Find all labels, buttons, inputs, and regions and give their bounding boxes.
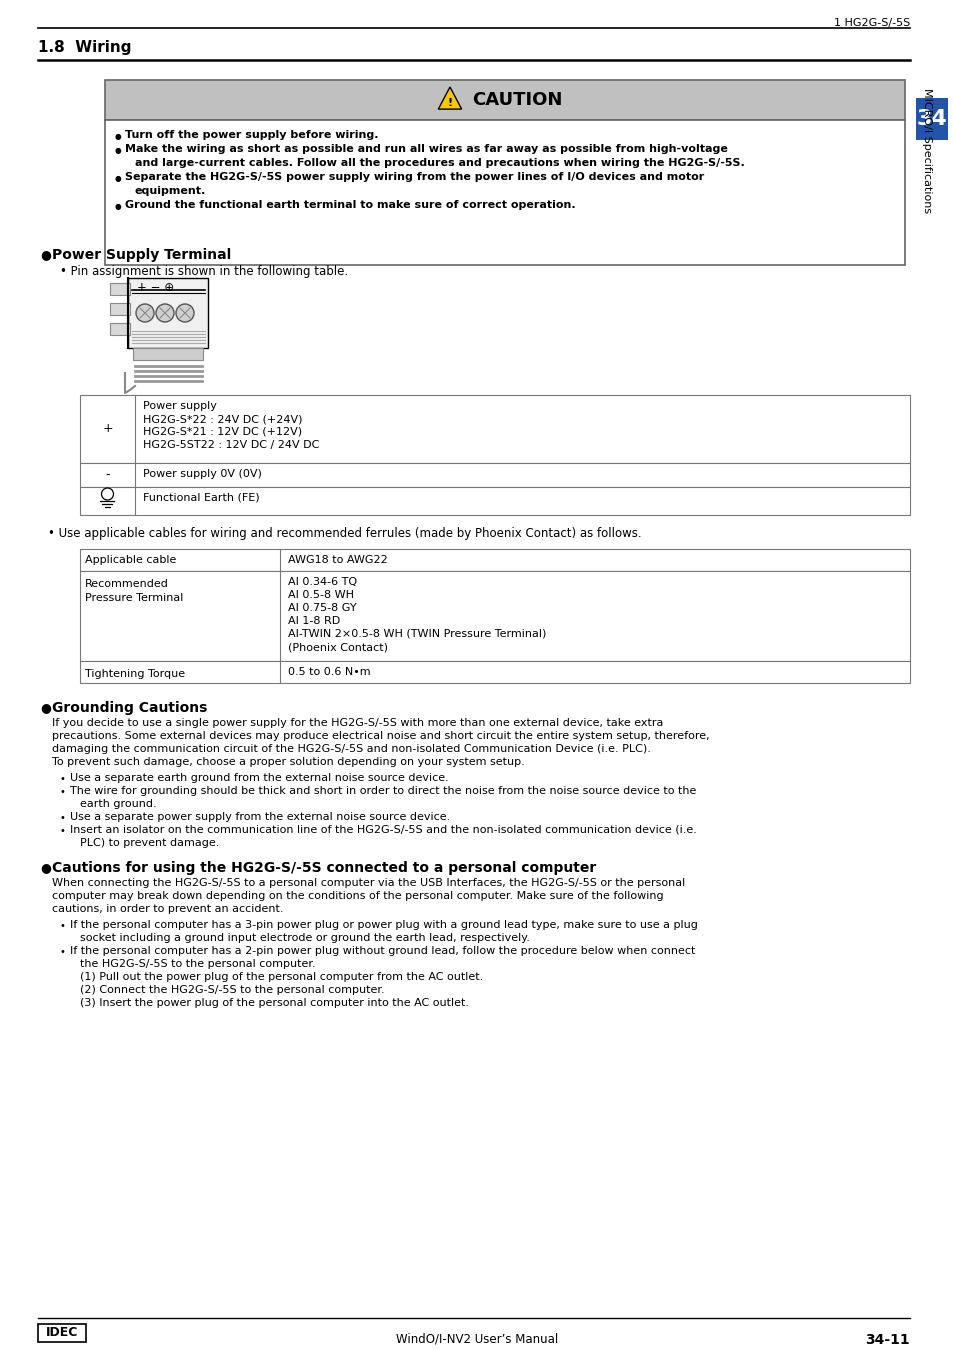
Text: earth ground.: earth ground. xyxy=(80,799,156,809)
Text: Power supply 0V (0V): Power supply 0V (0V) xyxy=(143,468,262,479)
Text: equipment.: equipment. xyxy=(135,186,206,196)
Text: AI 1-8 RD: AI 1-8 RD xyxy=(288,616,340,626)
Bar xyxy=(915,99,947,140)
Bar xyxy=(80,662,909,683)
Circle shape xyxy=(156,304,173,323)
Polygon shape xyxy=(437,86,461,109)
Text: Tightening Torque: Tightening Torque xyxy=(85,670,185,679)
Bar xyxy=(80,396,909,463)
Text: (1) Pull out the power plug of the personal computer from the AC outlet.: (1) Pull out the power plug of the perso… xyxy=(80,972,483,981)
Text: Power Supply Terminal: Power Supply Terminal xyxy=(52,248,231,262)
Text: + − ⊕: + − ⊕ xyxy=(137,281,174,294)
Text: Grounding Cautions: Grounding Cautions xyxy=(52,701,207,716)
Text: WindO/I-NV2 User’s Manual: WindO/I-NV2 User’s Manual xyxy=(395,1332,558,1346)
Text: the HG2G-S/-5S to the personal computer.: the HG2G-S/-5S to the personal computer. xyxy=(80,958,315,969)
Bar xyxy=(110,323,130,335)
Text: MICRO/I Specifications: MICRO/I Specifications xyxy=(921,89,931,213)
Text: (2) Connect the HG2G-S/-5S to the personal computer.: (2) Connect the HG2G-S/-5S to the person… xyxy=(80,986,384,995)
Bar xyxy=(80,463,909,487)
Text: ●: ● xyxy=(115,202,121,211)
Text: damaging the communication circuit of the HG2G-S/-5S and non-isolated Communicat: damaging the communication circuit of th… xyxy=(52,744,650,755)
Bar xyxy=(110,302,130,315)
Text: If you decide to use a single power supply for the HG2G-S/-5S with more than one: If you decide to use a single power supp… xyxy=(52,718,662,728)
Text: AWG18 to AWG22: AWG18 to AWG22 xyxy=(288,555,387,566)
Bar xyxy=(80,571,909,662)
Text: AI 0.5-8 WH: AI 0.5-8 WH xyxy=(288,590,354,599)
Text: •: • xyxy=(60,826,66,836)
Text: ●: ● xyxy=(115,146,121,155)
Bar xyxy=(80,549,909,571)
Text: Ground the functional earth terminal to make sure of correct operation.: Ground the functional earth terminal to … xyxy=(125,200,575,211)
Text: • Use applicable cables for wiring and recommended ferrules (made by Phoenix Con: • Use applicable cables for wiring and r… xyxy=(48,526,641,540)
Text: Make the wiring as short as possible and run all wires as far away as possible f: Make the wiring as short as possible and… xyxy=(125,144,727,154)
Text: -: - xyxy=(105,468,110,482)
Text: cautions, in order to prevent an accident.: cautions, in order to prevent an acciden… xyxy=(52,904,283,914)
Text: Applicable cable: Applicable cable xyxy=(85,555,176,566)
Text: HG2G-S*22 : 24V DC (+24V): HG2G-S*22 : 24V DC (+24V) xyxy=(143,414,302,424)
Text: •: • xyxy=(60,813,66,823)
Bar xyxy=(105,80,904,120)
Text: Recommended: Recommended xyxy=(85,579,169,589)
Bar xyxy=(128,278,208,348)
Text: If the personal computer has a 3-pin power plug or power plug with a ground lead: If the personal computer has a 3-pin pow… xyxy=(70,919,698,930)
Text: •: • xyxy=(60,946,66,957)
Text: •: • xyxy=(60,921,66,931)
Text: ●: ● xyxy=(40,701,51,714)
Text: computer may break down depending on the conditions of the personal computer. Ma: computer may break down depending on the… xyxy=(52,891,663,900)
Text: AI 0.34-6 TQ: AI 0.34-6 TQ xyxy=(288,576,356,587)
Text: HG2G-5ST22 : 12V DC / 24V DC: HG2G-5ST22 : 12V DC / 24V DC xyxy=(143,440,319,450)
Text: AI 0.75-8 GY: AI 0.75-8 GY xyxy=(288,603,356,613)
Bar xyxy=(132,348,203,360)
Text: and large-current cables. Follow all the procedures and precautions when wiring : and large-current cables. Follow all the… xyxy=(135,158,744,167)
Text: 1 HG2G-S/-5S: 1 HG2G-S/-5S xyxy=(833,18,909,28)
Text: The wire for grounding should be thick and short in order to direct the noise fr: The wire for grounding should be thick a… xyxy=(70,786,696,796)
Text: Insert an isolator on the communication line of the HG2G-S/-5S and the non-isola: Insert an isolator on the communication … xyxy=(70,825,696,836)
Text: 34: 34 xyxy=(916,109,946,130)
Text: Use a separate power supply from the external noise source device.: Use a separate power supply from the ext… xyxy=(70,811,450,822)
Text: 1.8  Wiring: 1.8 Wiring xyxy=(38,40,132,55)
Text: (3) Insert the power plug of the personal computer into the AC outlet.: (3) Insert the power plug of the persona… xyxy=(80,998,469,1008)
Text: To prevent such damage, choose a proper solution depending on your system setup.: To prevent such damage, choose a proper … xyxy=(52,757,524,767)
Text: ●: ● xyxy=(115,174,121,184)
Text: Turn off the power supply before wiring.: Turn off the power supply before wiring. xyxy=(125,130,378,140)
Bar xyxy=(80,487,909,514)
Text: •: • xyxy=(60,774,66,784)
Text: ●: ● xyxy=(115,132,121,140)
Text: Power supply: Power supply xyxy=(143,401,216,410)
Text: !: ! xyxy=(447,99,452,108)
Text: AI-TWIN 2×0.5-8 WH (TWIN Pressure Terminal): AI-TWIN 2×0.5-8 WH (TWIN Pressure Termin… xyxy=(288,629,546,639)
Circle shape xyxy=(136,304,153,323)
Text: Cautions for using the HG2G-S/-5S connected to a personal computer: Cautions for using the HG2G-S/-5S connec… xyxy=(52,861,596,875)
Bar xyxy=(105,120,904,265)
Text: • Pin assignment is shown in the following table.: • Pin assignment is shown in the followi… xyxy=(60,265,348,278)
Text: •: • xyxy=(60,787,66,796)
Circle shape xyxy=(175,304,193,323)
Bar xyxy=(110,284,130,296)
Text: HG2G-S*21 : 12V DC (+12V): HG2G-S*21 : 12V DC (+12V) xyxy=(143,427,302,437)
Text: Separate the HG2G-S/-5S power supply wiring from the power lines of I/O devices : Separate the HG2G-S/-5S power supply wir… xyxy=(125,171,703,182)
Text: socket including a ground input electrode or ground the earth lead, respectively: socket including a ground input electrod… xyxy=(80,933,529,944)
Text: If the personal computer has a 2-pin power plug without ground lead, follow the : If the personal computer has a 2-pin pow… xyxy=(70,946,695,956)
Text: ●: ● xyxy=(40,248,51,261)
Text: When connecting the HG2G-S/-5S to a personal computer via the USB Interfaces, th: When connecting the HG2G-S/-5S to a pers… xyxy=(52,878,684,888)
Text: 0.5 to 0.6 N•m: 0.5 to 0.6 N•m xyxy=(288,667,370,676)
Text: IDEC: IDEC xyxy=(46,1327,78,1339)
Text: (Phoenix Contact): (Phoenix Contact) xyxy=(288,643,388,652)
Bar xyxy=(38,1324,86,1342)
Text: CAUTION: CAUTION xyxy=(472,90,561,109)
Text: ●: ● xyxy=(40,861,51,873)
Text: precautions. Some external devices may produce electrical noise and short circui: precautions. Some external devices may p… xyxy=(52,730,709,741)
Text: Functional Earth (FE): Functional Earth (FE) xyxy=(143,493,259,504)
Text: Use a separate earth ground from the external noise source device.: Use a separate earth ground from the ext… xyxy=(70,774,448,783)
Text: Pressure Terminal: Pressure Terminal xyxy=(85,593,183,603)
Text: 34-11: 34-11 xyxy=(864,1332,909,1347)
Text: PLC) to prevent damage.: PLC) to prevent damage. xyxy=(80,838,219,848)
Text: +: + xyxy=(102,423,112,436)
